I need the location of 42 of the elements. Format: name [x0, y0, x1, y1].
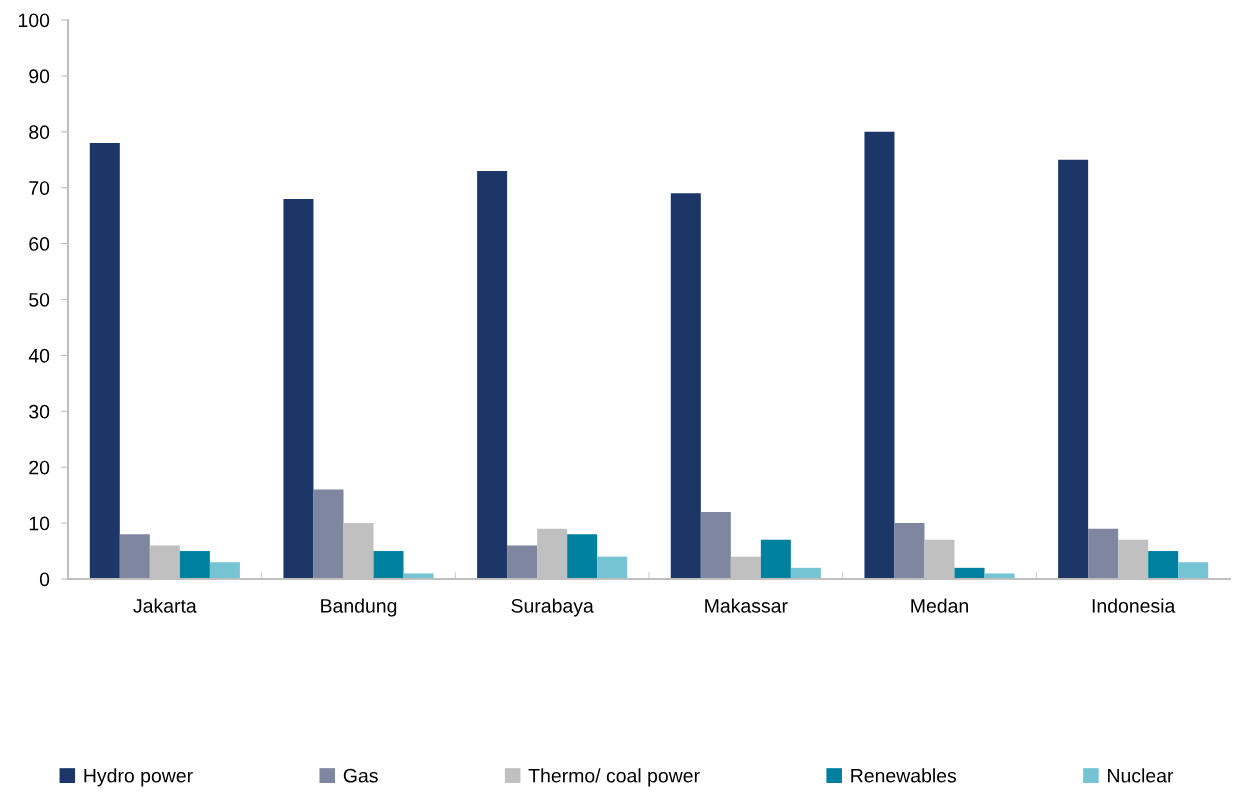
bar — [1148, 551, 1179, 579]
bar — [313, 489, 344, 579]
bar — [283, 198, 314, 579]
y-tick-label: 20 — [29, 460, 50, 475]
bar — [209, 562, 240, 579]
x-tick-label: Bandung — [321, 598, 397, 617]
bar — [1178, 562, 1209, 579]
bar — [864, 131, 895, 579]
legend-label: Hydro power — [84, 768, 193, 787]
y-tick-label: 10 — [29, 516, 50, 531]
bar — [760, 539, 791, 579]
bar — [567, 534, 598, 579]
y-tick-label: 30 — [29, 404, 50, 419]
legend-label: Renewables — [851, 768, 957, 783]
x-tick-label: Surabaya — [511, 598, 594, 617]
bar — [119, 534, 150, 579]
bar — [894, 523, 925, 579]
x-tick-label: Indonesia — [1092, 598, 1176, 613]
bar — [1058, 159, 1089, 579]
y-tick-label: 90 — [29, 69, 50, 84]
y-tick-label: 80 — [29, 125, 50, 140]
bar — [179, 551, 210, 579]
y-tick-label: 50 — [29, 292, 50, 307]
y-tick-label: 40 — [28, 348, 50, 363]
y-tick-label: 0 — [39, 572, 50, 587]
x-tick-label: Medan — [911, 598, 968, 613]
bar — [477, 170, 508, 579]
bar — [670, 193, 701, 579]
bar — [700, 511, 731, 579]
y-tick-label: 100 — [18, 13, 50, 28]
legend-label: Thermo/ coal power — [528, 768, 700, 787]
legend-label: Nuclear — [1108, 768, 1174, 783]
bar — [1088, 528, 1119, 579]
legend-label: Gas — [343, 768, 378, 783]
x-tick-label: Jakarta — [133, 598, 197, 613]
bar — [373, 551, 404, 579]
x-tick-label: Makassar — [705, 598, 788, 613]
bar — [597, 556, 628, 579]
bar — [89, 142, 120, 579]
y-tick-label: 70 — [29, 181, 50, 195]
bar — [507, 545, 538, 579]
y-tick-label: 60 — [29, 237, 50, 251]
